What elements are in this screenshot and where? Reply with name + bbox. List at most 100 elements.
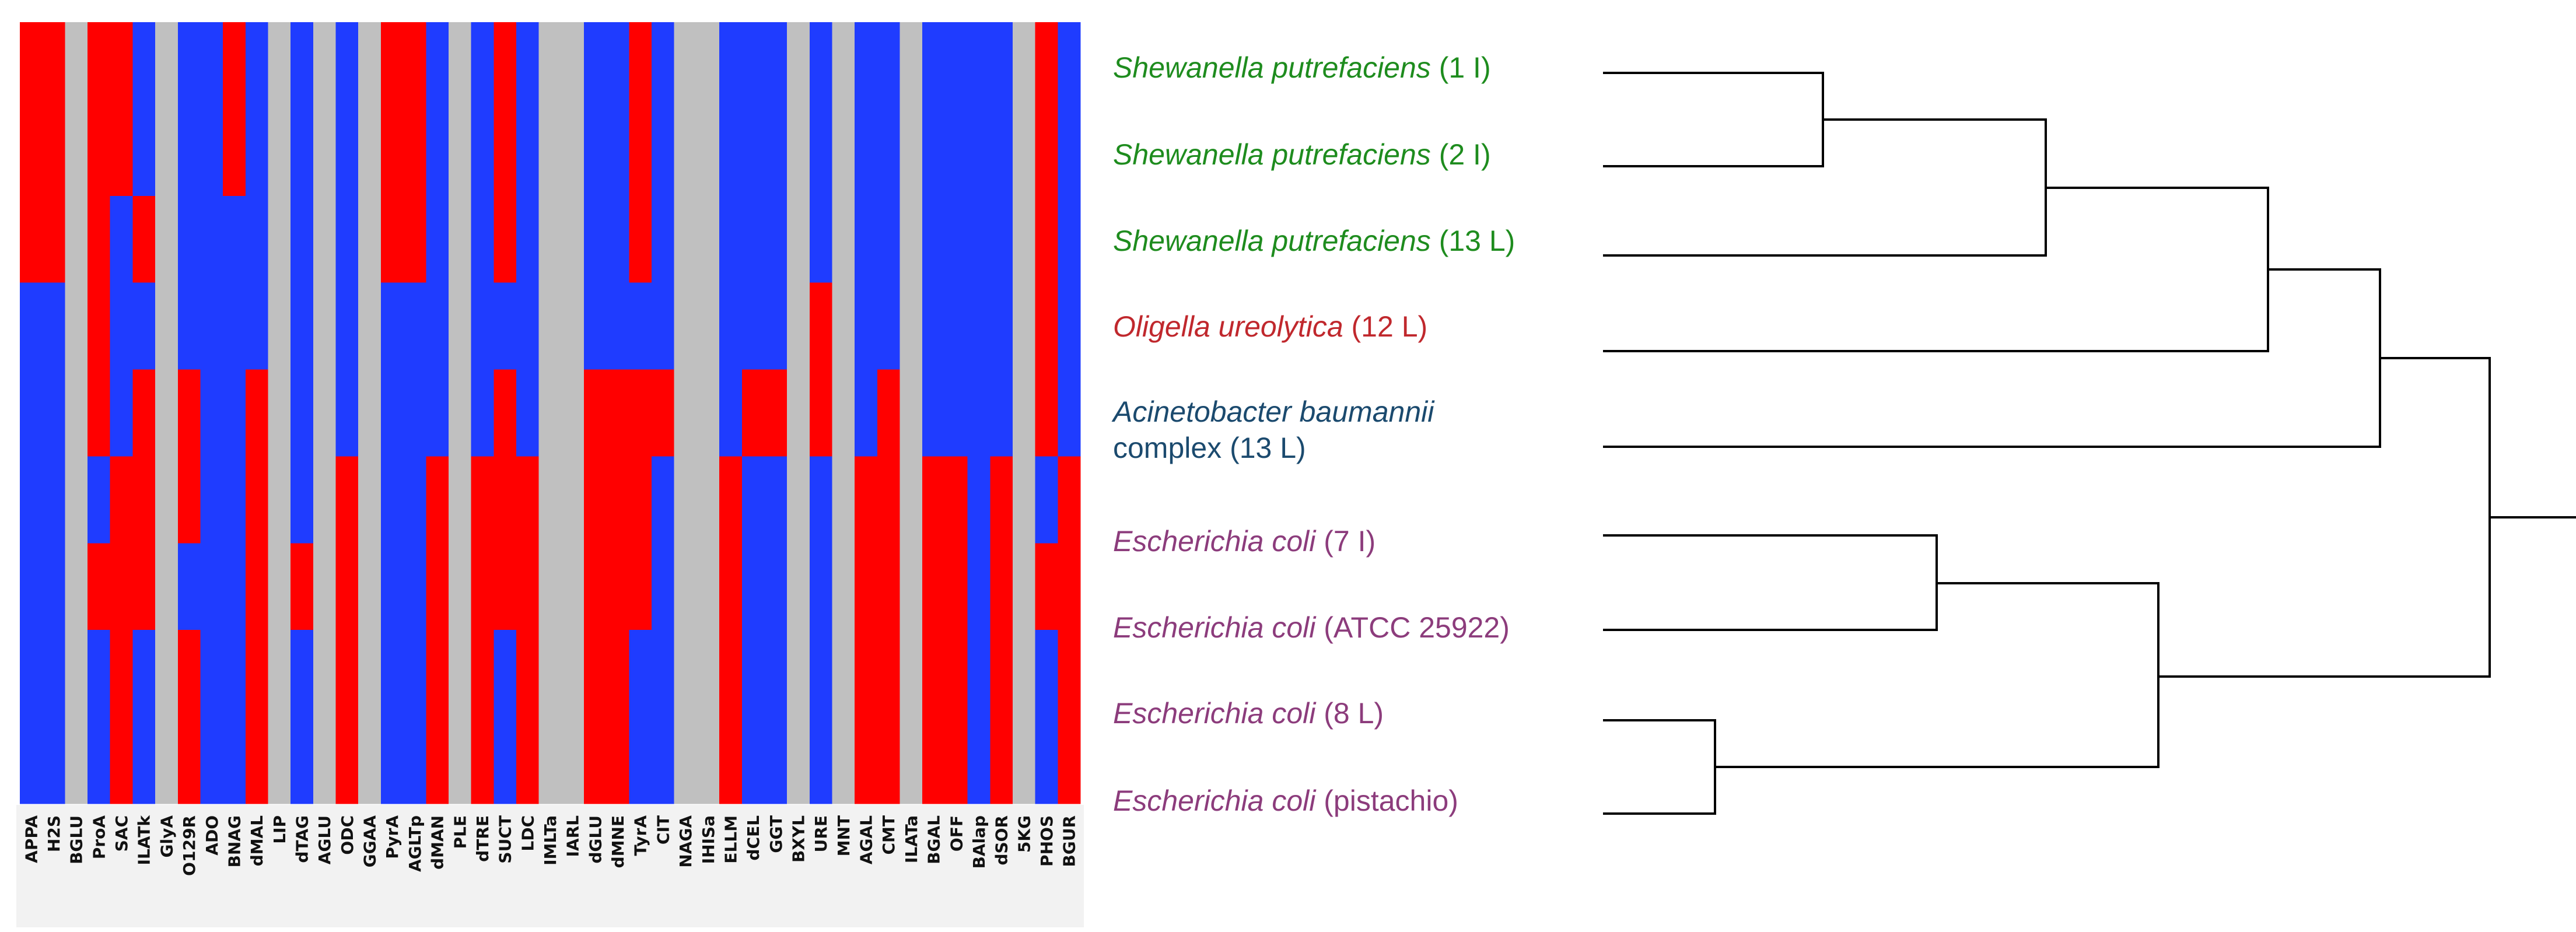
heatmap-cell (448, 369, 472, 457)
heatmap-cell (494, 195, 517, 283)
column-label: ILATa (902, 815, 921, 863)
heatmap-cell (200, 630, 223, 717)
heatmap-cell (313, 630, 337, 717)
heatmap-cell (268, 22, 291, 110)
heatmap-cell (629, 108, 652, 197)
heatmap-cell (245, 630, 269, 717)
heatmap-cell (155, 282, 178, 370)
column-label: MNT (834, 815, 853, 856)
heatmap-cell (967, 108, 991, 197)
heatmap-cell (290, 195, 314, 283)
heatmap-cell (177, 630, 201, 717)
heatmap-cell (990, 630, 1013, 717)
heatmap-cell (42, 717, 65, 804)
heatmap-cell (855, 195, 878, 283)
heatmap-cell (764, 630, 788, 717)
column-label: GlyA (157, 815, 176, 858)
heatmap-cell (900, 630, 923, 717)
heatmap-cell (629, 369, 652, 457)
heatmap-cell (313, 456, 337, 544)
heatmap-cell (245, 369, 269, 457)
column-label: PLE (450, 815, 470, 849)
heatmap-cell (922, 108, 946, 197)
heatmap-cell (335, 717, 359, 804)
heatmap-cell (1012, 108, 1036, 197)
heatmap-cell (944, 108, 968, 197)
heatmap-cell (290, 108, 314, 197)
heatmap-cell (741, 195, 765, 283)
heatmap-cell (42, 108, 65, 197)
heatmap-cell (471, 22, 494, 110)
heatmap-cell (1012, 282, 1036, 370)
heatmap-cell (741, 22, 765, 110)
heatmap-cell (200, 717, 223, 804)
column-label: LIP (270, 815, 289, 844)
heatmap-cell (245, 22, 269, 110)
heatmap-cell (380, 195, 404, 283)
column-label: SUCT (496, 815, 515, 864)
heatmap-cell (335, 456, 359, 544)
heatmap-cell (155, 717, 178, 804)
heatmap-cell (155, 456, 178, 544)
heatmap-cell (358, 22, 382, 110)
heatmap-cell (787, 543, 810, 630)
heatmap-cell (335, 369, 359, 457)
heatmap-cell (606, 456, 629, 544)
heatmap-cell (358, 108, 382, 197)
heatmap-cell (426, 282, 449, 370)
heatmap-cell (967, 195, 991, 283)
taxon-labels: Shewanella putrefaciens (1 I) Shewanella … (1111, 51, 1515, 817)
heatmap-cell (809, 630, 833, 717)
heatmap-cell (65, 543, 88, 630)
heatmap-cell (132, 456, 156, 544)
heatmap-cell (88, 543, 111, 630)
heatmap-cell (155, 195, 178, 283)
heatmap-cell (155, 630, 178, 717)
heatmap-cell (606, 22, 629, 110)
heatmap-cell (764, 456, 788, 544)
heatmap-cell (1058, 456, 1081, 544)
column-label: AGLTp (405, 815, 425, 872)
column-label: dGLU (586, 815, 605, 864)
heatmap-cell (448, 108, 472, 197)
heatmap-cell (1035, 369, 1058, 457)
heatmap-cell (380, 630, 404, 717)
column-label: AGLU (315, 815, 334, 864)
heatmap-cell (313, 543, 337, 630)
heatmap-cell (155, 543, 178, 630)
heatmap-cell (900, 543, 923, 630)
heatmap-cell (629, 195, 652, 283)
heatmap-cell (584, 456, 607, 544)
heatmap-cell (223, 108, 246, 197)
heatmap-cell (922, 22, 946, 110)
heatmap-cell (403, 108, 426, 197)
heatmap-cell (561, 282, 584, 370)
heatmap-cell (584, 369, 607, 457)
heatmap-cell (516, 456, 540, 544)
heatmap-cell (403, 717, 426, 804)
heatmap-cell (967, 717, 991, 804)
heatmap-cell (471, 108, 494, 197)
heatmap-cell (606, 543, 629, 630)
heatmap-cell (832, 22, 855, 110)
column-labels: APPA H2S BGLU ProA SAC ILATk GlyA O129R ADO BNAG d… (16, 805, 1084, 927)
heatmap-cell (787, 108, 810, 197)
heatmap-cell (313, 717, 337, 804)
heatmap-cell (1035, 543, 1058, 630)
heatmap-cell (1035, 630, 1058, 717)
heatmap-cell (223, 282, 246, 370)
heatmap-cell (110, 195, 133, 283)
heatmap-cell (290, 369, 314, 457)
heatmap-cell (538, 717, 562, 804)
heatmap-cell (696, 282, 720, 370)
heatmap-cell (494, 108, 517, 197)
heatmap-cell (741, 369, 765, 457)
column-label: ILATk (135, 815, 154, 866)
heatmap-cell (561, 543, 584, 630)
heatmap-cell (516, 22, 540, 110)
heatmap-cell (538, 630, 562, 717)
column-label: OFF (947, 815, 966, 852)
heatmap-cell (606, 108, 629, 197)
column-label: IHISa (699, 815, 718, 864)
heatmap-cell (223, 369, 246, 457)
